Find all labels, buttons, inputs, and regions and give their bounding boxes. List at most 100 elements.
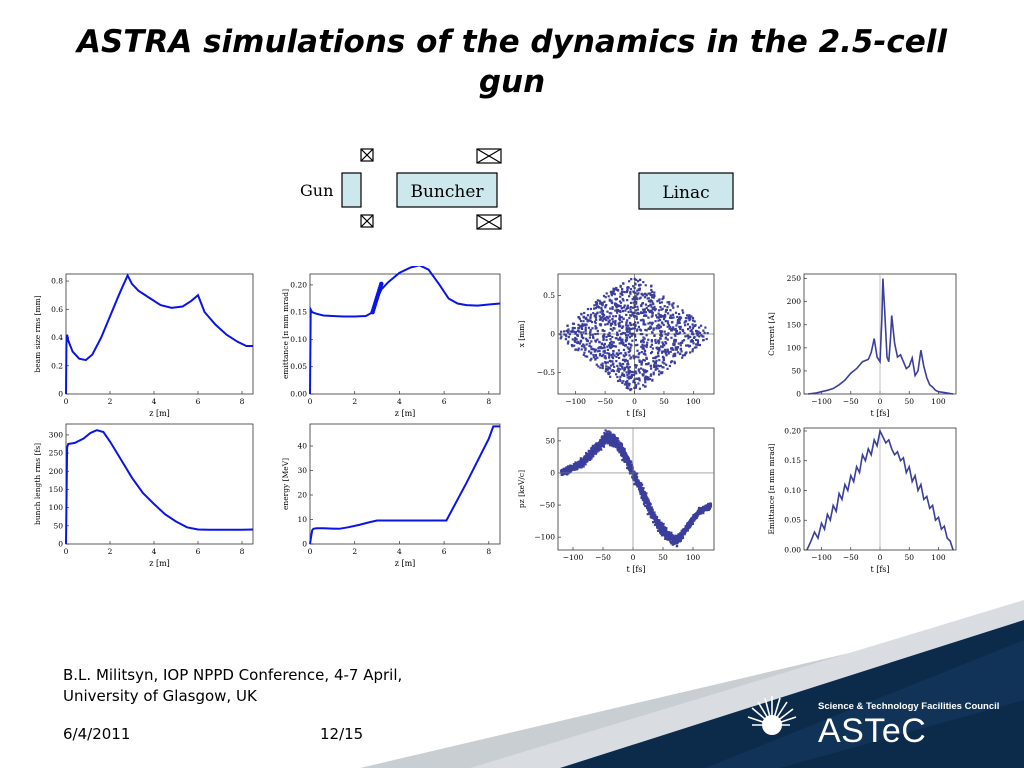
scatter-point <box>599 302 602 305</box>
scatter-point <box>612 362 615 365</box>
scatter-point <box>619 379 622 383</box>
scatter-point <box>628 465 631 469</box>
scatter-point <box>625 365 629 368</box>
y-tick-label: 0.05 <box>784 516 801 525</box>
scatter-point <box>644 385 647 388</box>
scatter-point <box>669 325 672 329</box>
scatter-point <box>602 334 605 337</box>
scatter-point <box>658 519 661 522</box>
scatter-point <box>698 331 702 335</box>
scatter-point <box>681 356 684 359</box>
scatter-point <box>629 466 632 469</box>
scatter-point <box>672 328 675 331</box>
scatter-point <box>612 320 615 323</box>
scatter-point <box>627 367 630 370</box>
scatter-point <box>601 362 604 365</box>
scatter-point <box>617 309 620 313</box>
scatter-point <box>606 316 609 319</box>
scatter-point <box>609 431 612 434</box>
scatter-point <box>692 514 695 517</box>
scatter-point <box>684 525 687 528</box>
scatter-point <box>587 458 590 461</box>
scatter-point <box>649 507 652 510</box>
scatter-point <box>617 349 621 352</box>
x-tick-label: 6 <box>196 547 201 556</box>
scatter-point <box>697 330 700 333</box>
scatter-point <box>610 340 613 343</box>
scatter-point <box>575 338 578 341</box>
scatter-point <box>626 461 629 464</box>
scatter-point <box>586 460 589 463</box>
scatter-point <box>625 371 628 374</box>
scatter-point <box>631 327 635 330</box>
scatter-point <box>627 463 630 466</box>
scatter-point <box>607 295 610 298</box>
scatter-point <box>635 329 638 332</box>
scatter-point <box>566 473 569 476</box>
citation-text: B.L. Militsyn, IOP NPPD Conference, 4-7 … <box>63 666 403 705</box>
scatter-point <box>590 357 593 360</box>
scatter-point <box>628 316 631 320</box>
x-tick-label: 50 <box>904 397 914 406</box>
scatter-point <box>633 305 637 308</box>
scatter-point <box>633 300 637 303</box>
scatter-point <box>630 370 634 373</box>
scatter-point <box>619 448 623 452</box>
scatter-point <box>685 314 689 317</box>
scatter-point <box>679 327 682 331</box>
scatter-point <box>584 463 587 466</box>
scatter-point <box>601 441 605 444</box>
scatter-point <box>618 352 621 355</box>
scatter-point <box>602 353 605 356</box>
scatter-point <box>618 304 621 308</box>
scatter-point <box>608 444 612 447</box>
scatter-point <box>619 364 622 367</box>
scatter-point <box>613 434 616 437</box>
solenoid-coil-icon <box>476 214 502 230</box>
scatter-point <box>707 505 710 508</box>
scatter-point <box>645 376 649 379</box>
scatter-point <box>691 339 694 343</box>
scatter-point <box>607 366 610 369</box>
slide-title: ASTRA simulations of the dynamics in the… <box>76 24 947 100</box>
scatter-point <box>590 447 593 450</box>
scatter-point <box>650 343 654 346</box>
scatter-point <box>637 369 640 372</box>
scatter-point <box>604 306 607 309</box>
scatter-point <box>621 448 625 451</box>
scatter-point <box>618 356 621 360</box>
scatter-point <box>631 313 634 316</box>
scatter-point <box>560 330 563 333</box>
scatter-point <box>689 335 692 339</box>
scatter-point <box>674 535 677 538</box>
scatter-point <box>603 346 606 349</box>
y-axis-label: Emittance [π mm mrad] <box>767 443 776 534</box>
scatter-point <box>612 341 615 344</box>
scatter-point <box>591 452 594 455</box>
scatter-point <box>653 365 656 369</box>
scatter-point <box>597 306 600 309</box>
scatter-point <box>644 496 647 499</box>
scatter-point <box>604 429 607 432</box>
current-plot: −100 −50 0 50 100 0 50 100 150 200 250 t [fs] Curren… <box>767 273 957 418</box>
scatter-point <box>615 337 618 340</box>
scatter-point <box>599 439 602 442</box>
scatter-point <box>666 301 669 304</box>
x-axis-label: z [m] <box>149 559 170 568</box>
y-tick-label: 0.10 <box>784 486 801 495</box>
scatter-point <box>602 336 605 339</box>
scatter-point <box>672 541 676 545</box>
scatter-point <box>569 330 572 333</box>
scatter-point <box>620 290 624 293</box>
scatter-point <box>649 512 652 516</box>
scatter-point <box>616 375 619 379</box>
x-tick-label: 50 <box>904 553 914 562</box>
scatter-point <box>695 346 698 349</box>
scatter-point <box>658 346 661 350</box>
scatter-point <box>626 466 629 469</box>
y-tick-label: 300 <box>49 430 64 439</box>
scatter-point <box>621 326 624 329</box>
scatter-point <box>637 356 640 359</box>
scatter-point <box>662 344 665 347</box>
